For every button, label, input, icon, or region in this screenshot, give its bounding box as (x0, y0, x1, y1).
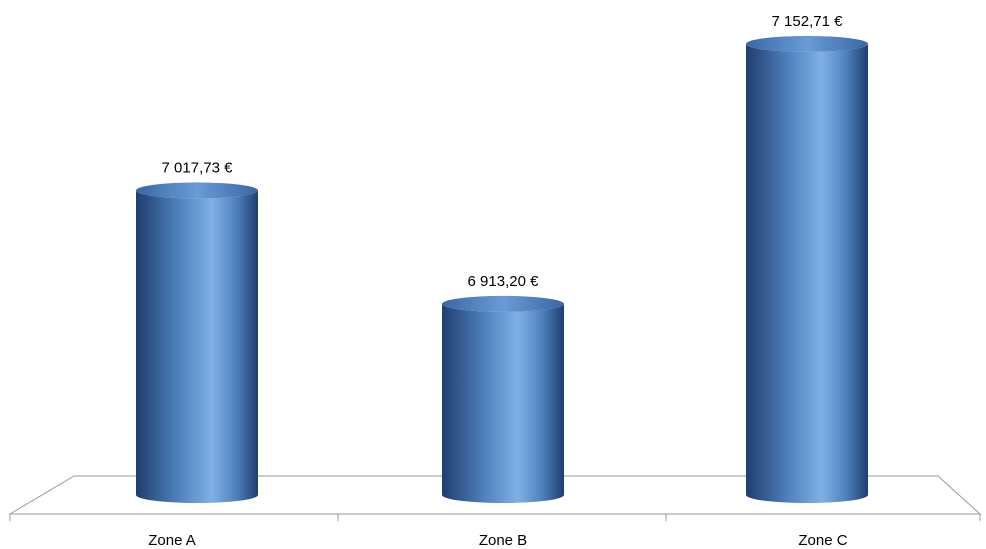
category-label-zone-c: Zone C (798, 532, 847, 549)
category-label-zone-a: Zone A (148, 532, 196, 549)
bar-zone-c (746, 43, 868, 504)
bar-zone-b (442, 303, 564, 503)
bar-zone-a (136, 190, 258, 503)
bar-top-cap (136, 182, 258, 199)
category-label-zone-b: Zone B (479, 532, 527, 549)
data-label-zone-c: 7 152,71 € (772, 13, 844, 30)
data-label-zone-b: 6 913,20 € (468, 273, 540, 290)
bar-top-cap (746, 35, 868, 52)
data-label-zone-a: 7 017,73 € (162, 159, 234, 176)
bar-top-cap (442, 295, 564, 312)
